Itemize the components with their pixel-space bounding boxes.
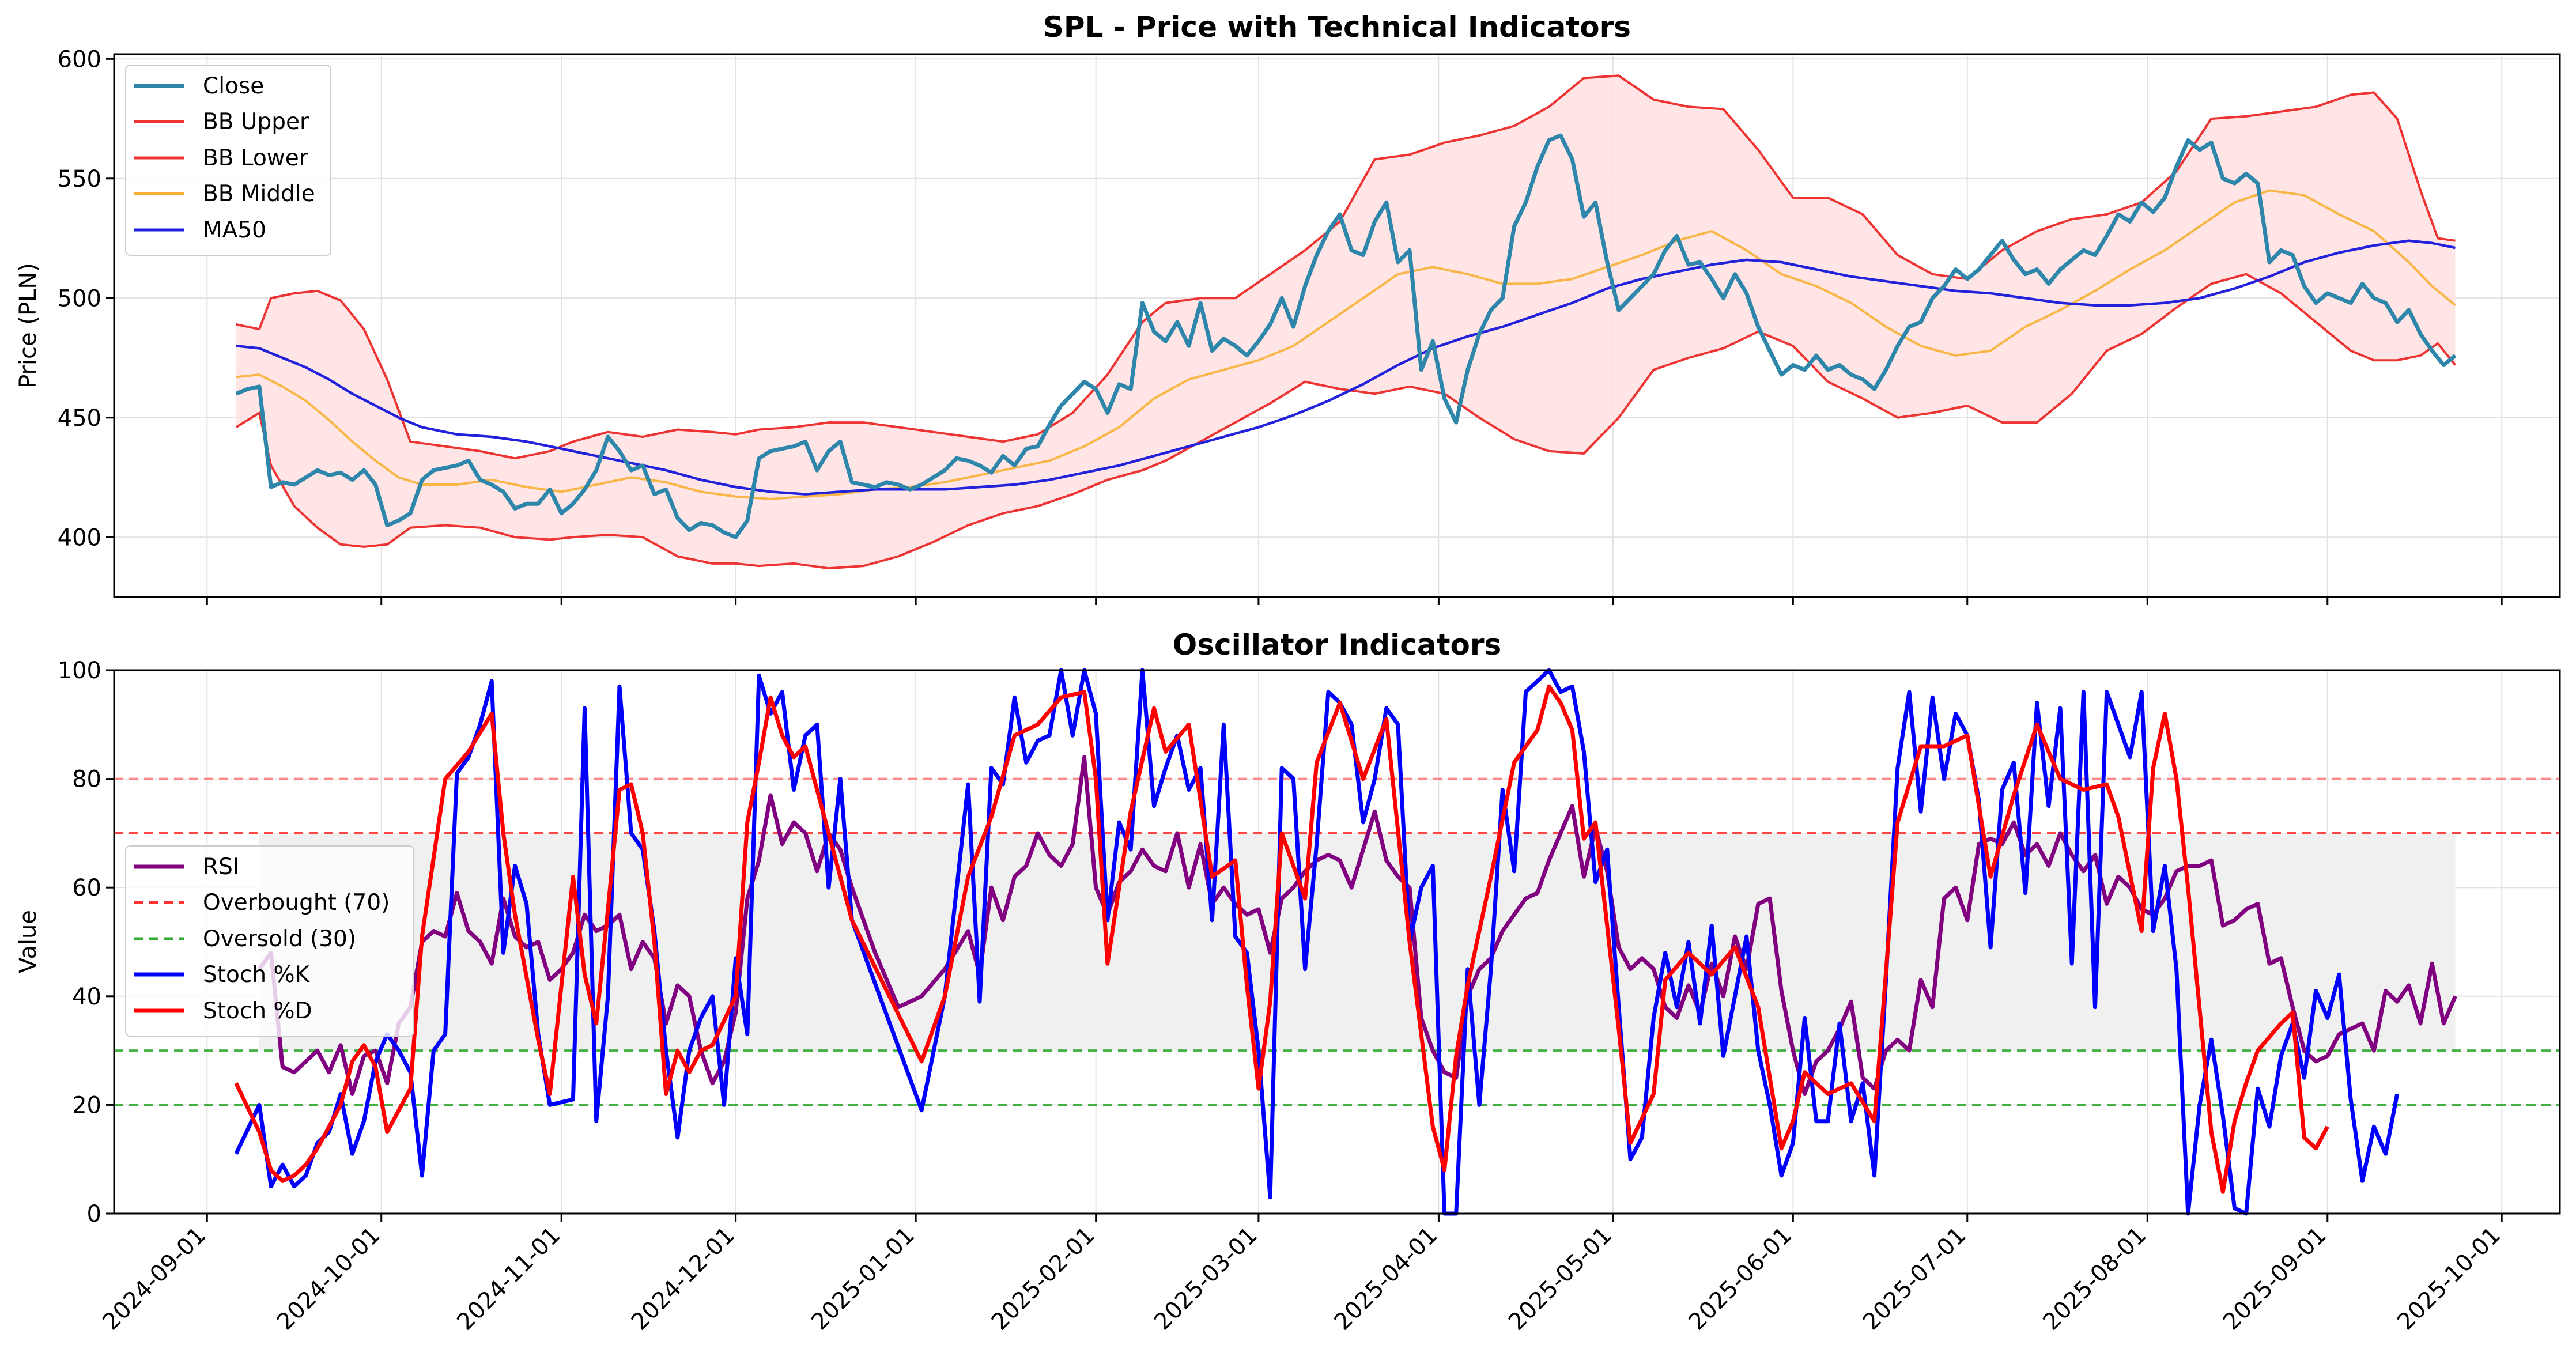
oscillator-legend-box	[125, 845, 414, 1037]
y-tick-label: 600	[58, 46, 101, 73]
price-chart-title: SPL - Price with Technical Indicators	[1043, 10, 1631, 44]
price-series-lines	[235, 74, 2457, 570]
y-tick-label: 550	[58, 166, 101, 192]
legend-label-stoch-d: Stoch %D	[203, 998, 312, 1024]
price-x-ticks	[206, 597, 2503, 605]
y-tick-label: 500	[58, 285, 101, 312]
y-tick-label: 80	[72, 766, 101, 793]
legend-label-bb-lower: BB Lower	[203, 145, 309, 171]
oscillator-y-axis-label: Value	[15, 910, 41, 973]
series-line-stoch-d	[234, 684, 2329, 1194]
price-y-ticks: 400 450 500 550 600	[58, 46, 114, 551]
y-tick-label: 100	[58, 658, 101, 684]
price-axes-frame	[113, 53, 2561, 598]
y-tick-label: 40	[72, 984, 101, 1010]
y-tick-label: 60	[72, 875, 101, 901]
series-line-stoch-k	[234, 668, 2400, 1216]
price-legend: Close BB Upper BB Lower BB Middle MA50	[125, 65, 331, 256]
legend-label-stoch-k: Stoch %K	[203, 962, 311, 988]
price-panel: 400 450 500 550 600 SPL - Price with Technic…	[15, 10, 2561, 605]
oscillator-legend: RSI Overbought (70) Oversold (30) Stoch …	[125, 845, 414, 1037]
legend-label-overbought: Overbought (70)	[203, 890, 390, 916]
series-line-bb-upper	[236, 74, 2456, 460]
oscillator-chart-title: Oscillator Indicators	[1173, 628, 1502, 662]
legend-label-rsi: RSI	[203, 854, 239, 880]
legend-label-oversold: Oversold (30)	[203, 926, 356, 952]
price-y-axis-label: Price (PLN)	[15, 263, 41, 388]
y-tick-label: 0	[87, 1201, 101, 1227]
reference-lines	[114, 777, 2560, 1106]
series-line-close	[235, 133, 2457, 539]
y-tick-label: 450	[58, 405, 101, 432]
oscillator-series-lines	[234, 668, 2457, 1216]
series-line-ma50	[236, 239, 2456, 496]
y-tick-label: 400	[58, 524, 101, 551]
series-line-bb-middle	[236, 189, 2456, 500]
legend-label-close: Close	[203, 73, 264, 99]
legend-label-bb-upper: BB Upper	[203, 109, 309, 135]
price-legend-box	[125, 65, 331, 256]
oscillator-y-ticks: 0 20 40 60 80 100	[58, 658, 114, 1227]
oscillator-axes-frame	[113, 669, 2561, 1215]
legend-label-ma50: MA50	[203, 217, 266, 243]
legend-label-bb-middle: BB Middle	[203, 181, 315, 207]
series-line-bb-lower	[235, 273, 2457, 570]
y-tick-label: 20	[72, 1092, 101, 1119]
